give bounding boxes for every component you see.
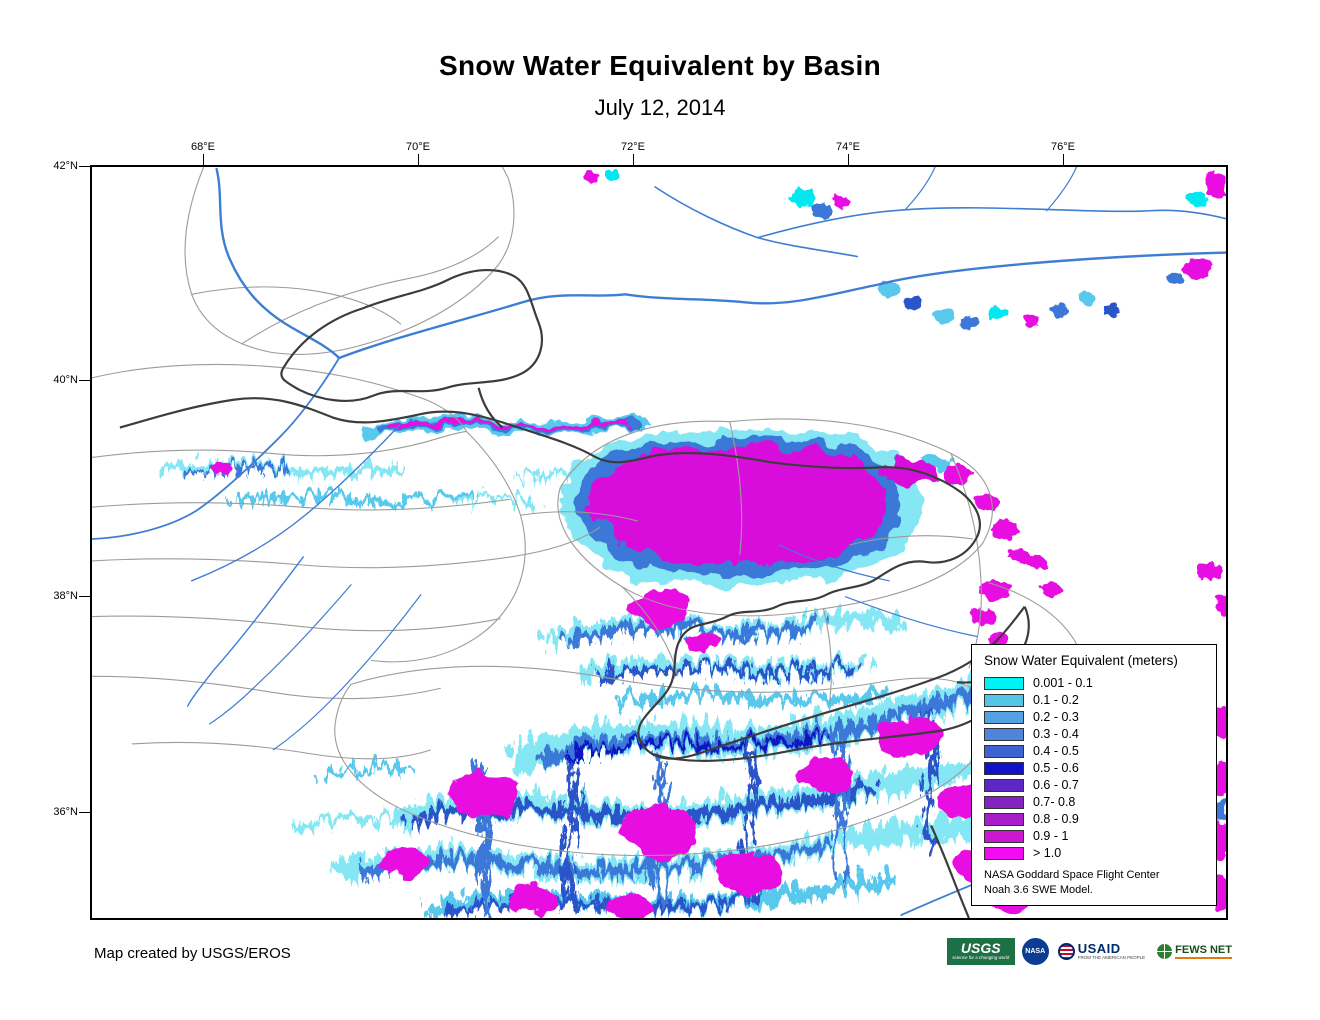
legend-swatch [984, 676, 1024, 690]
snow-central-mass [559, 428, 955, 588]
usgs-logo: USGS science for a changing world [946, 937, 1015, 965]
legend-entry-label: 0.5 - 0.6 [1033, 761, 1079, 776]
nasa-logo: NASA [1021, 937, 1049, 965]
lon-tick-label: 76°E [1051, 141, 1075, 153]
legend-note: NASA Goddard Space Flight Center Noah 3.… [984, 868, 1206, 897]
legend-entry-label: 0.001 - 0.1 [1033, 676, 1093, 691]
snow-topright [583, 169, 1226, 330]
lon-tick-label: 72°E [621, 141, 645, 153]
tick-mark [418, 154, 419, 165]
legend-entry-label: 0.9 - 1 [1033, 829, 1069, 844]
legend-entry: 0.2 - 0.3 [984, 710, 1206, 724]
page-title: Snow Water Equivalent by Basin [438, 50, 882, 81]
legend-swatch [984, 761, 1024, 775]
legend-entry-label: 0.7- 0.8 [1033, 795, 1076, 810]
snow-mid-magenta [626, 589, 719, 653]
country-borders [119, 268, 1030, 918]
legend-entry: 0.3 - 0.4 [984, 727, 1206, 741]
legend-swatch [984, 846, 1024, 860]
tick-mark [79, 596, 90, 597]
legend-entry-label: 0.3 - 0.4 [1033, 727, 1079, 742]
legend-note-line1: NASA Goddard Space Flight Center [984, 869, 1160, 882]
usaid-seal-icon [1057, 942, 1075, 960]
legend-entry-label: 0.2 - 0.3 [1033, 710, 1079, 725]
map-canvas [92, 167, 1226, 918]
legend-entry: > 1.0 [984, 846, 1206, 860]
tick-mark [79, 812, 90, 813]
legend-entry: 0.9 - 1 [984, 829, 1206, 843]
snow-west-ridges [152, 456, 574, 504]
snow-west-magenta [211, 461, 232, 475]
legend-entry: 0.001 - 0.1 [984, 676, 1206, 690]
legend-swatch [984, 693, 1024, 707]
legend-entry-label: 0.4 - 0.5 [1033, 744, 1079, 759]
lat-tick-label: 36°N [53, 806, 78, 818]
map-frame: Snow Water Equivalent (meters) 0.001 - 0… [90, 165, 1228, 920]
legend-swatch [984, 795, 1024, 809]
usgs-logo-tagline: science for a changing world [952, 955, 1010, 960]
snow-east-patches [942, 464, 1226, 647]
fewsnet-globe-icon [1157, 943, 1173, 959]
map-credit: Map created by USGS/EROS [94, 945, 291, 962]
fewsnet-logo: FEWS NET [1154, 937, 1235, 965]
lon-tick-label: 74°E [836, 141, 860, 153]
legend-swatch [984, 829, 1024, 843]
legend-entry: 0.4 - 0.5 [984, 744, 1206, 758]
legend-entry-label: 0.8 - 0.9 [1033, 812, 1079, 827]
lat-tick-label: 42°N [53, 160, 78, 172]
tick-mark [1063, 154, 1064, 165]
usaid-logo: USAID FROM THE AMERICAN PEOPLE [1055, 937, 1148, 965]
lon-tick-label: 68°E [191, 141, 215, 153]
legend-entry: 0.5 - 0.6 [984, 761, 1206, 775]
legend-entry-label: > 1.0 [1033, 846, 1062, 861]
lon-tick-label: 70°E [406, 141, 430, 153]
legend-box: Snow Water Equivalent (meters) 0.001 - 0… [971, 644, 1217, 906]
logo-strip: USGS science for a changing world NASA U… [946, 937, 1235, 965]
legend-entry: 0.8 - 0.9 [984, 812, 1206, 826]
legend-swatch [984, 812, 1024, 826]
nasa-logo-text: NASA [1025, 947, 1046, 955]
tick-mark [203, 154, 204, 165]
legend-title: Snow Water Equivalent (meters) [984, 653, 1178, 669]
legend-swatch [984, 778, 1024, 792]
usaid-logo-tagline: FROM THE AMERICAN PEOPLE [1077, 955, 1146, 960]
lat-tick-label: 40°N [53, 374, 78, 386]
usaid-logo-text: USAID [1077, 941, 1121, 956]
legend-swatch [984, 710, 1024, 724]
usgs-logo-text: USGS [960, 940, 1001, 956]
legend-entry: 0.1 - 0.2 [984, 693, 1206, 707]
legend-entry-label: 0.6 - 0.7 [1033, 778, 1079, 793]
fewsnet-logo-text: FEWS NET [1175, 944, 1232, 959]
snow-mid-band [537, 604, 903, 705]
tick-mark [848, 154, 849, 165]
legend-entry-label: 0.1 - 0.2 [1033, 693, 1079, 708]
legend-entry: 0.7- 0.8 [984, 795, 1206, 809]
lat-tick-label: 38°N [53, 590, 78, 602]
legend-swatch [984, 744, 1024, 758]
tick-mark [79, 380, 90, 381]
legend-note-line2: Noah 3.6 SWE Model. [984, 883, 1093, 896]
tick-mark [79, 166, 90, 167]
basin-boundaries [92, 167, 1085, 857]
snow-north-ridge [359, 415, 649, 440]
legend-swatch [984, 727, 1024, 741]
page-subtitle: July 12, 2014 [594, 95, 726, 120]
tick-mark [633, 154, 634, 165]
rivers [92, 167, 1226, 916]
legend-entries: 0.001 - 0.1 0.1 - 0.2 0.2 - 0.3 0.3 - 0.4 0.… [984, 676, 1206, 860]
legend-entry: 0.6 - 0.7 [984, 778, 1206, 792]
